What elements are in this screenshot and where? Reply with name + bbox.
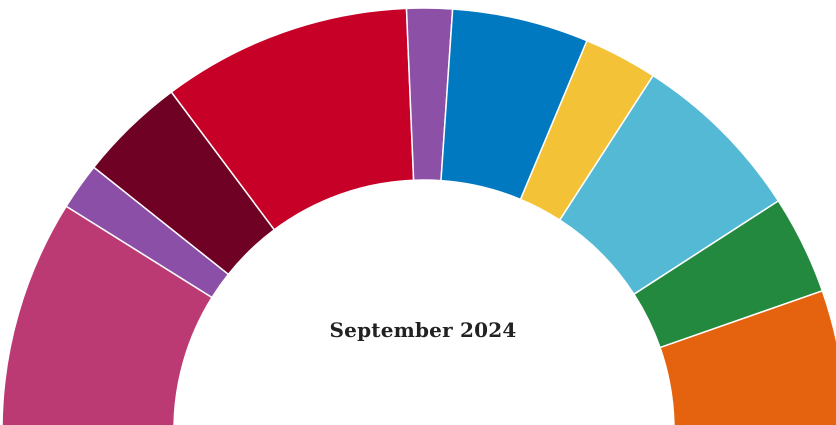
hemicycle-segment-10 xyxy=(659,289,836,425)
chart-center-label: September 2024 xyxy=(329,318,517,342)
